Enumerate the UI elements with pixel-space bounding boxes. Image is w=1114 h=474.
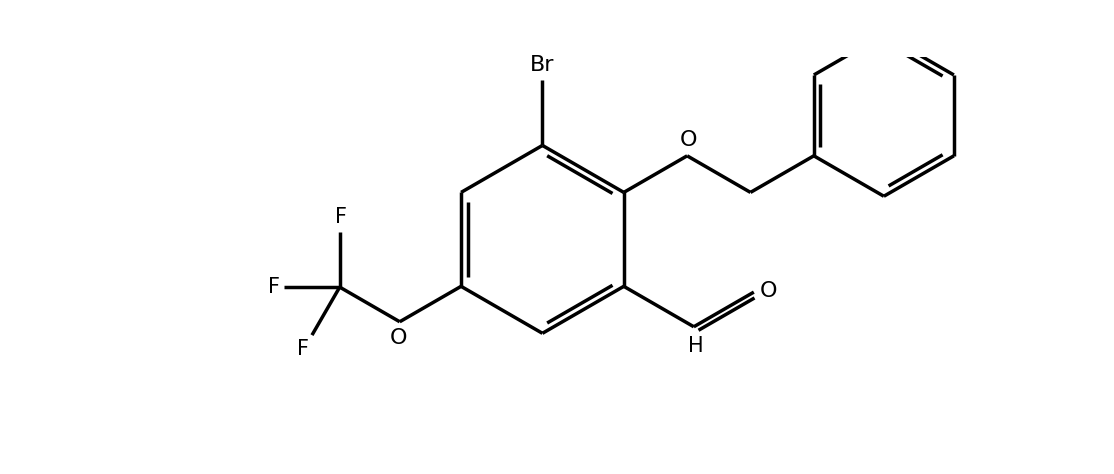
Text: O: O <box>760 281 778 301</box>
Text: Br: Br <box>530 55 555 74</box>
Text: F: F <box>297 339 309 359</box>
Text: O: O <box>680 130 697 150</box>
Text: F: F <box>267 277 280 297</box>
Text: O: O <box>390 328 407 348</box>
Text: F: F <box>335 207 348 227</box>
Text: H: H <box>687 336 703 356</box>
